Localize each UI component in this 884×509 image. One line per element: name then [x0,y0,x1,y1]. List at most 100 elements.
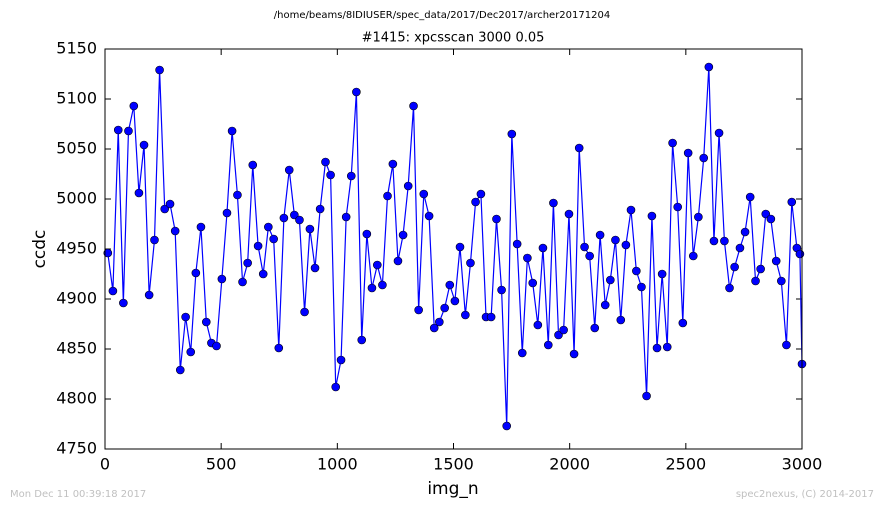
data-point [440,303,449,313]
data-point [668,138,677,148]
data-point [305,224,315,234]
data-point [585,251,594,261]
data-point [300,307,309,317]
x-tick-label: 1000 [317,455,358,474]
data-point [108,286,118,296]
x-tick-label: 0 [100,455,110,474]
data-point [611,235,620,245]
data-point [367,283,377,293]
data-point [740,227,750,237]
data-point [621,240,631,250]
data-point [466,258,475,268]
data-point [217,274,227,284]
data-point [704,62,714,72]
data-point [580,242,589,252]
y-tick-label: 4750 [56,439,97,458]
data-point [699,153,709,163]
data-point [735,243,745,253]
data-point [476,189,486,199]
data-point [528,278,538,288]
data-point [160,204,170,214]
data-point [647,211,657,221]
y-tick-label: 5150 [56,39,97,58]
data-point [497,285,506,295]
data-point [315,204,325,214]
data-point [170,226,180,236]
data-point [326,170,335,180]
data-point [574,143,584,153]
data-point [336,355,346,365]
data-point [331,382,341,392]
data-point [512,239,522,249]
data-point [637,282,646,292]
data-point [398,230,408,240]
x-tick-label: 2500 [665,455,706,474]
data-point [559,325,568,335]
data-point [606,275,615,285]
data-point [461,310,470,320]
y-axis-label: ccdc [30,230,50,269]
data-point [766,214,776,224]
data-point [450,296,460,306]
data-point [357,335,367,345]
data-point [782,340,791,350]
data-point [155,65,164,75]
data-point [471,197,480,207]
data-point [165,199,175,209]
data-point [414,305,423,315]
data-point [253,241,263,251]
data-point [688,251,698,261]
data-point [709,236,719,246]
data-point [761,209,771,219]
y-tick-label: 5100 [56,89,97,108]
data-point [549,198,558,208]
data-point [388,159,398,169]
data-point [233,190,242,200]
data-point [139,140,149,150]
data-point [419,189,429,199]
data-point [222,208,232,218]
data-point [269,234,278,244]
data-point [201,317,211,327]
data-point [191,268,201,278]
plot-frame [104,48,803,450]
x-axis-label: img_n [427,479,478,499]
data-point [429,323,439,333]
data-point [694,212,703,222]
data-point [543,340,553,350]
data-point [569,349,579,359]
data-point [150,235,159,245]
data-point [678,318,688,328]
data-point [756,264,765,274]
data-point [616,315,626,325]
data-point [103,248,113,258]
data-point [346,171,356,181]
data-point [186,347,196,357]
timestamp: Mon Dec 11 00:39:18 2017 [10,489,146,500]
data-point [502,421,512,431]
data-point [673,202,683,212]
data-point [564,209,574,219]
data-point [243,258,252,268]
data-point [517,348,527,358]
data-point [383,191,392,201]
data-point [352,87,361,97]
data-point [372,260,382,270]
data-point [632,266,641,276]
data-point [720,236,729,246]
data-point [777,276,786,286]
data-point [657,269,667,279]
data-point [787,197,797,207]
data-point [274,343,284,353]
data-point [730,262,739,272]
y-tick-label: 5050 [56,139,97,158]
data-point [662,342,672,352]
x-tick-label: 1500 [433,455,474,474]
data-point [445,280,455,290]
data-point [455,242,465,252]
y-tick-label: 4900 [56,289,97,308]
data-point [119,298,128,308]
data-point [435,317,444,327]
data-point [264,222,273,232]
